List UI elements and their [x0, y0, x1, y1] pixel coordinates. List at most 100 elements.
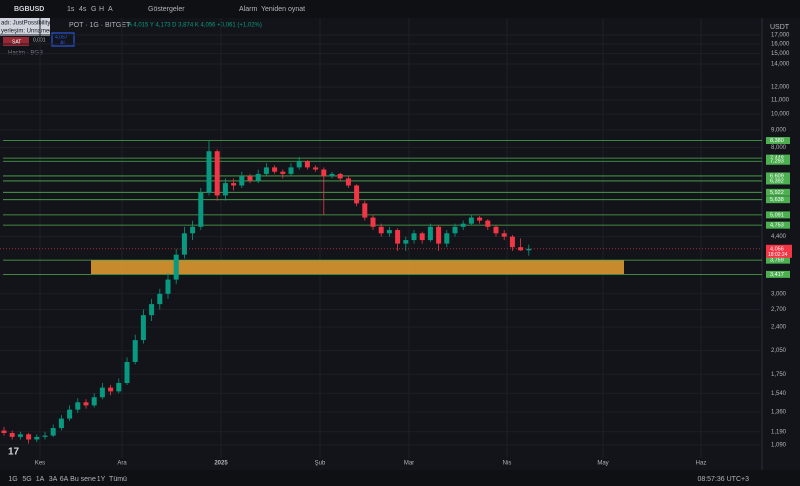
range-button[interactable]: 6A [60, 476, 69, 483]
candle-body [198, 192, 204, 227]
candle-body [329, 173, 335, 177]
indicators-button[interactable]: Göstergeler [148, 6, 185, 13]
interval-button[interactable]: A [108, 6, 113, 13]
level-tag [766, 157, 790, 165]
level-label: 8,380 [770, 138, 784, 144]
candle-body [116, 383, 122, 392]
range-button[interactable]: Tümü [109, 476, 127, 483]
x-tick-label: Şub [315, 461, 326, 467]
candle-body [345, 178, 351, 186]
candle-body [403, 240, 409, 244]
interval-button[interactable]: G [91, 6, 96, 13]
candle-body [272, 167, 278, 172]
candle-body [9, 433, 15, 437]
candle-body [83, 402, 89, 406]
tv-logo: 17 [8, 447, 20, 458]
candle-body [34, 436, 40, 440]
range-button[interactable]: 3A [49, 476, 58, 483]
candle-body [288, 167, 294, 174]
x-tick-label: 2025 [214, 461, 228, 467]
candle-body [280, 171, 286, 174]
candle-body [173, 254, 179, 280]
y-tick-label: 15,000 [771, 51, 790, 57]
candle-body [42, 435, 48, 437]
candle-body [321, 169, 327, 177]
y-tick-label: 17,000 [771, 33, 790, 39]
candle-body [468, 217, 474, 224]
candle-body [206, 151, 212, 193]
candle-body [313, 167, 319, 170]
range-button[interactable]: 5G [22, 476, 31, 483]
level-label: 5,638 [770, 197, 784, 203]
sell-button[interactable] [3, 37, 29, 46]
level-tag [766, 221, 790, 229]
last-price-tag [766, 244, 792, 258]
level-tag [766, 256, 790, 264]
candle-body [362, 203, 368, 218]
candle-body [75, 402, 81, 410]
level-label: 3,417 [770, 272, 784, 278]
candle-body [518, 247, 524, 251]
candle-body [460, 223, 466, 227]
y-tick-label: 9,000 [771, 127, 787, 133]
symbol[interactable]: BGBUSD [14, 6, 44, 13]
interval-button[interactable]: H [99, 6, 104, 13]
x-tick-label: Mar [404, 461, 414, 467]
y-tick-label: 1,540 [771, 391, 787, 397]
interval-button[interactable]: 4s [79, 6, 87, 13]
candle-body [501, 233, 507, 237]
y-tick-label: 1,750 [771, 372, 787, 378]
clock: 08:57:36 UTC+3 [697, 476, 749, 483]
candle-body [1, 430, 7, 434]
y-tick-label: 4,400 [771, 234, 787, 240]
candle-body [50, 428, 56, 436]
candle-body [247, 176, 253, 181]
y-tick-label: 16,000 [771, 42, 790, 48]
buy-button[interactable] [51, 32, 75, 47]
currency: USDT [770, 24, 790, 31]
tooltip [0, 18, 50, 36]
candle-body [378, 226, 384, 234]
countdown: 18:02:24 [768, 252, 788, 258]
level-label: 6,609 [770, 173, 784, 179]
candle-body [58, 418, 64, 429]
y-tick-label: 10,000 [771, 112, 790, 118]
y-tick-label: 2,700 [771, 307, 787, 313]
candle-body [91, 397, 97, 406]
candle-body [165, 279, 171, 294]
spread: 0,001 [33, 37, 46, 43]
x-tick-label: May [597, 461, 608, 467]
buy-price: 4,057 [55, 34, 68, 40]
candle-body [411, 233, 417, 241]
replay-button[interactable]: Yeniden oynat [261, 6, 305, 13]
candle-body [99, 387, 105, 398]
range-button[interactable]: 1A [36, 476, 45, 483]
candle-body [395, 230, 401, 244]
level-tag [766, 177, 790, 185]
candle-body [436, 226, 442, 244]
level-tag [766, 172, 790, 180]
y-tick-label: 2,050 [771, 348, 787, 354]
interval-button[interactable]: 1s [67, 6, 75, 13]
y-tick-label: 1,360 [771, 409, 787, 415]
buy-label: AL [60, 40, 66, 46]
candle-body [419, 233, 425, 241]
candle-body [67, 409, 73, 419]
bottom-bar [0, 470, 800, 486]
candle-body [140, 315, 146, 341]
candle-body [132, 340, 138, 362]
range-button[interactable]: 1G [8, 476, 17, 483]
y-tick-label: 1,190 [771, 429, 787, 435]
y-tick-label: 8,000 [771, 145, 787, 151]
tooltip-line: adı: JustPossibility [1, 21, 50, 27]
range-button[interactable]: Bu sene [70, 476, 96, 483]
alert-button[interactable]: Alarm [239, 6, 257, 13]
level-tag [766, 137, 790, 145]
legend-ohlc: A 4,015 Y 4,173 D 3,874 K 4,056 +0,061 (… [128, 23, 262, 29]
candle-body [354, 185, 360, 204]
x-tick-label: Haz [696, 461, 707, 467]
range-button[interactable]: 1Y [97, 476, 106, 483]
candle-body [222, 183, 228, 196]
candle-body [509, 236, 515, 248]
